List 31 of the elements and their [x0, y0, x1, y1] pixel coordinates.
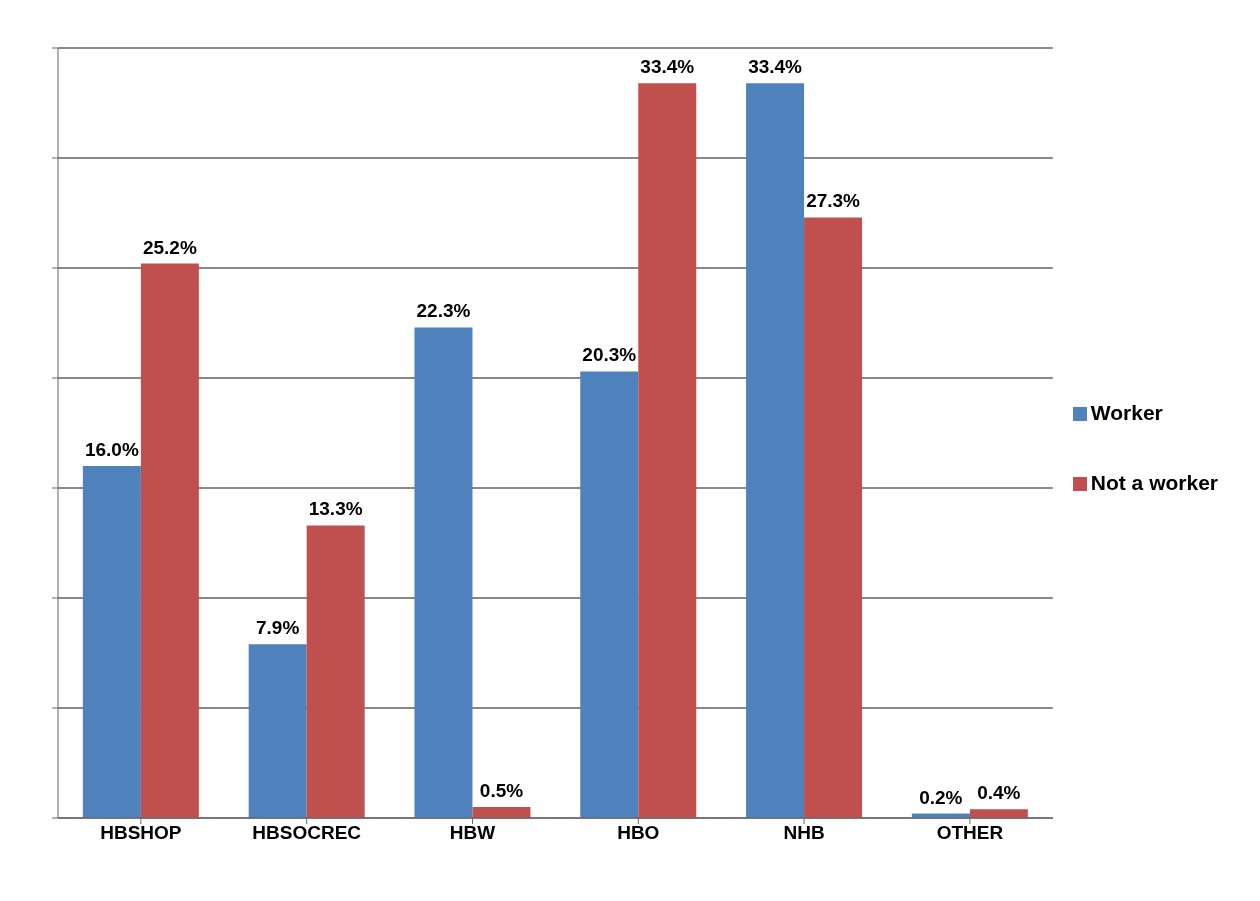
data-label: 0.5% — [479, 780, 524, 801]
data-label: 16.0% — [84, 439, 139, 460]
data-label: 25.2% — [142, 236, 197, 258]
bar — [248, 644, 307, 818]
bar — [306, 525, 365, 818]
data-label: 0.2% — [919, 786, 963, 808]
bar — [414, 327, 473, 818]
bar — [140, 263, 199, 818]
bar — [638, 83, 697, 818]
data-label: 33.4% — [640, 56, 695, 78]
data-label: 33.4% — [748, 56, 803, 78]
bar — [804, 217, 863, 818]
legend-label: Not a worker — [1090, 471, 1218, 494]
data-label: 22.3% — [416, 300, 471, 322]
data-label: 0.4% — [977, 782, 1021, 804]
bar — [82, 466, 141, 818]
data-label: 27.3% — [806, 190, 861, 212]
x-tick-label: HBW — [449, 822, 496, 844]
x-tick-label: HBSOCREC — [252, 822, 362, 844]
data-label: 7.9% — [256, 617, 300, 639]
bar — [472, 807, 531, 818]
data-label: 20.3% — [582, 344, 637, 366]
x-tick-label: NHB — [783, 822, 825, 844]
bar — [969, 809, 1028, 818]
bar — [580, 371, 639, 818]
bar — [746, 83, 805, 818]
legend-label: Worker — [1090, 401, 1163, 424]
x-tick-label: OTHER — [936, 822, 1004, 844]
x-tick-label: HBSHOP — [100, 822, 182, 844]
data-label: 13.3% — [308, 498, 363, 520]
x-tick-label: HBO — [617, 822, 660, 844]
